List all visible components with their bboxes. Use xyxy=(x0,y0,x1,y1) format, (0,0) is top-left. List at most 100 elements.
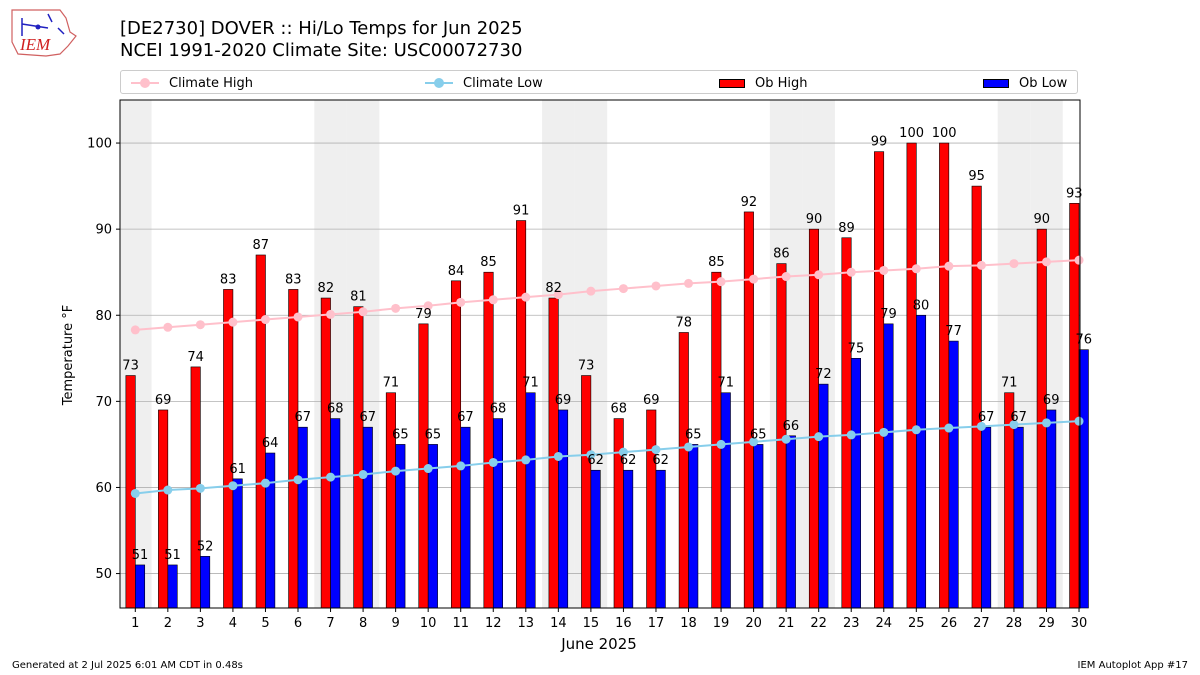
ob-high-bar xyxy=(581,375,592,609)
x-tick-label: 11 xyxy=(452,616,469,631)
ob-low-label: 61 xyxy=(229,462,246,477)
climate-low-point xyxy=(456,461,466,471)
ob-low-bar xyxy=(916,314,927,609)
ob-low-bar xyxy=(883,323,894,609)
ob-high-bar xyxy=(353,306,364,609)
ob-low-label: 52 xyxy=(197,539,214,554)
climate-low-point xyxy=(521,455,531,465)
app-id: IEM Autoplot App #17 xyxy=(1077,660,1188,671)
climate-low-point xyxy=(781,434,791,444)
ob-low-label: 65 xyxy=(685,427,702,442)
ob-low-bar xyxy=(981,426,992,609)
ob-low-label: 62 xyxy=(587,453,604,468)
ob-high-label: 81 xyxy=(350,290,367,305)
climate-low-line-icon xyxy=(425,78,453,88)
x-tick-label: 18 xyxy=(680,616,697,631)
climate-high-point xyxy=(326,309,336,319)
ob-low-label: 67 xyxy=(978,410,995,425)
climate-high-point xyxy=(130,325,140,335)
ob-low-bar xyxy=(330,418,341,609)
ob-high-label: 69 xyxy=(155,393,172,408)
ob-high-label: 87 xyxy=(252,238,269,253)
ob-low-label: 67 xyxy=(457,410,474,425)
ob-high-label: 78 xyxy=(676,315,693,330)
ob-high-label: 95 xyxy=(968,169,985,184)
ob-low-label: 69 xyxy=(1043,393,1060,408)
x-tick-label: 22 xyxy=(810,616,827,631)
ob-high-label: 79 xyxy=(415,307,432,322)
climate-low-point xyxy=(1009,420,1019,430)
ob-high-label: 100 xyxy=(932,126,957,141)
ob-high-label: 89 xyxy=(838,221,855,236)
ob-high-bar xyxy=(516,220,527,609)
ob-high-label: 83 xyxy=(220,272,237,287)
ob-low-bar xyxy=(720,392,731,609)
x-tick-label: 29 xyxy=(1038,616,1055,631)
legend-climate-high-label: Climate High xyxy=(169,75,254,91)
climate-low-point xyxy=(846,430,856,440)
ob-high-bar xyxy=(223,289,234,609)
title-line-2: NCEI 1991-2020 Climate Site: USC00072730 xyxy=(120,40,523,61)
ob-low-label: 75 xyxy=(848,341,865,356)
climate-high-line-icon xyxy=(131,78,159,88)
x-tick-label: 19 xyxy=(713,616,730,631)
legend-ob-high-label: Ob High xyxy=(755,75,808,91)
ob-low-bar xyxy=(232,478,243,609)
ob-low-label: 72 xyxy=(815,367,832,382)
ob-low-label: 64 xyxy=(262,436,279,451)
ob-low-bar xyxy=(492,418,503,609)
climate-low-point xyxy=(586,450,596,460)
ob-high-label: 68 xyxy=(610,402,627,417)
climate-low-point xyxy=(553,451,563,461)
title-line-1: [DE2730] DOVER :: Hi/Lo Temps for Jun 20… xyxy=(120,18,523,39)
ob-low-bar xyxy=(655,469,666,609)
ob-high-label: 90 xyxy=(1033,212,1050,227)
ob-low-bar xyxy=(297,426,308,609)
x-tick-label: 6 xyxy=(294,616,302,631)
ob-low-label: 65 xyxy=(425,427,442,442)
y-tick-label: 100 xyxy=(87,137,112,152)
climate-high-point xyxy=(781,272,791,282)
ob-high-bar xyxy=(743,211,754,609)
svg-text:IEM: IEM xyxy=(19,35,51,54)
y-axis-label: Temperature °F xyxy=(61,305,76,406)
ob-low-bar xyxy=(850,358,861,609)
climate-low-point xyxy=(260,478,270,488)
climate-low-point xyxy=(749,437,759,447)
climate-high-point xyxy=(195,320,205,330)
legend-ob-low-label: Ob Low xyxy=(1019,75,1068,91)
x-tick-label: 23 xyxy=(843,616,860,631)
ob-high-bar xyxy=(646,409,657,609)
climate-low-point xyxy=(488,457,498,467)
climate-high-point xyxy=(456,297,466,307)
y-tick-label: 80 xyxy=(95,309,112,324)
climate-high-point xyxy=(814,270,824,280)
ob-high-label: 93 xyxy=(1066,186,1083,201)
x-tick-label: 4 xyxy=(229,616,237,631)
climate-high-point xyxy=(293,312,303,322)
climate-high-point xyxy=(716,277,726,287)
x-tick-label: 3 xyxy=(196,616,204,631)
y-tick-label: 50 xyxy=(95,567,112,582)
climate-high-point xyxy=(260,315,270,325)
climate-low-point xyxy=(618,447,628,457)
ob-high-label: 71 xyxy=(1001,376,1018,391)
ob-low-label: 67 xyxy=(360,410,377,425)
climate-low-point xyxy=(976,421,986,431)
climate-low-point xyxy=(130,488,140,498)
legend-climate-low-label: Climate Low xyxy=(463,75,543,91)
ob-low-label: 67 xyxy=(1010,410,1027,425)
climate-low-point xyxy=(911,425,921,435)
chart-legend: Climate High Climate Low Ob High Ob Low xyxy=(120,70,1078,94)
ob-low-label: 76 xyxy=(1075,333,1092,348)
ob-low-bar xyxy=(265,452,276,609)
x-tick-label: 20 xyxy=(745,616,762,631)
climate-low-line xyxy=(135,420,1080,495)
ob-high-bar xyxy=(711,271,722,609)
ob-low-bar xyxy=(1078,349,1089,609)
ob-high-label: 84 xyxy=(448,264,465,279)
climate-low-point xyxy=(1074,416,1084,426)
ob-high-label: 83 xyxy=(285,272,302,287)
ob-high-bar xyxy=(678,332,689,609)
ob-high-label: 82 xyxy=(318,281,335,296)
